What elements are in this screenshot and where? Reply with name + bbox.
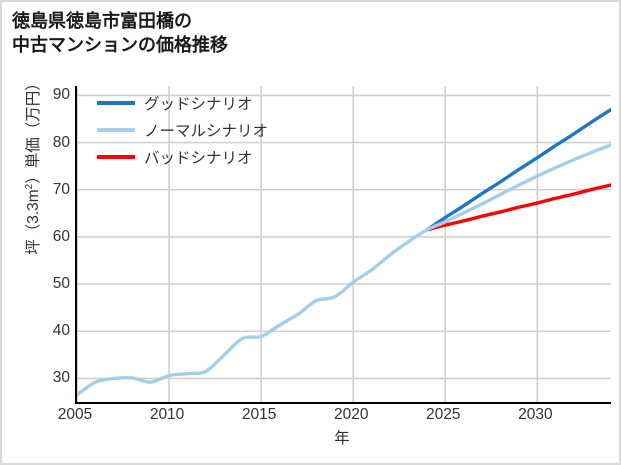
x-tick-label: 2020: [333, 406, 369, 423]
series-line: [77, 143, 611, 397]
x-axis-title: 年: [334, 430, 350, 447]
series-line: [425, 107, 611, 232]
series-line: [425, 183, 611, 232]
legend-color-swatch: [97, 154, 135, 159]
x-tick-label: 2025: [426, 406, 461, 423]
grid-lines: [77, 86, 611, 402]
legend-item[interactable]: バッドシナリオ: [97, 146, 268, 167]
y-tick-label: 70: [52, 180, 70, 198]
legend-label: バッドシナリオ: [144, 149, 253, 167]
chart-title: 徳島県徳島市富田橋の 中古マンションの価格推移: [12, 11, 228, 55]
chart-legend: グッドシナリオ ノーマルシナリオ バッドシナリオ: [97, 92, 268, 167]
plot-area: [75, 86, 611, 404]
x-tick-label: 2010: [149, 406, 185, 423]
x-tick-label: 2030: [518, 406, 553, 423]
x-tick-label: 2015: [241, 406, 277, 423]
x-axis-ticks: 2005 2010 2015 2020 2025 2030: [58, 406, 609, 428]
y-tick-label: 30: [52, 369, 70, 387]
legend-item[interactable]: グッドシナリオ: [97, 92, 268, 113]
legend-item[interactable]: ノーマルシナリオ: [97, 119, 268, 140]
y-tick-label: 60: [52, 227, 70, 245]
y-tick-label: 90: [52, 86, 70, 104]
y-tick-label: 50: [52, 275, 70, 293]
legend-label: グッドシナリオ: [144, 95, 253, 113]
legend-color-swatch: [97, 127, 135, 132]
y-tick-label: 40: [52, 322, 70, 340]
legend-color-swatch: [97, 100, 135, 105]
legend-label: ノーマルシナリオ: [144, 122, 269, 140]
y-tick-label: 80: [52, 133, 70, 151]
series-lines: [77, 107, 611, 397]
x-tick-label: 2005: [57, 406, 93, 423]
y-axis-ticks: 30 40 50 60 70 80 90: [32, 86, 70, 402]
y-axis-title: 坪（3.3m2）単価（万円）: [23, 75, 42, 255]
